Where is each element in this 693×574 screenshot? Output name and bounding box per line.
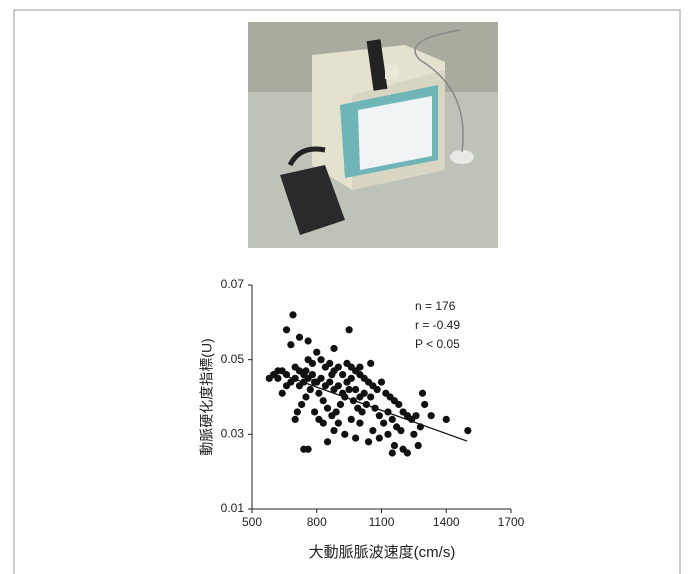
y-tick-label: 0.03 [221, 427, 245, 441]
frame [13, 9, 681, 574]
point [375, 434, 383, 442]
point [336, 400, 345, 409]
point [323, 404, 332, 412]
annotation: r = -0.49 [415, 318, 460, 332]
x-tick-label: 1100 [369, 515, 395, 529]
device-photo [248, 22, 498, 248]
point [289, 311, 297, 319]
point [369, 427, 377, 435]
point [364, 438, 373, 446]
point [291, 415, 299, 423]
point [418, 389, 427, 397]
x-tick-label: 800 [307, 515, 327, 529]
point [397, 427, 405, 435]
point [414, 441, 422, 450]
point [339, 371, 347, 379]
point [464, 427, 472, 435]
point [315, 389, 323, 397]
point [295, 333, 304, 341]
point [403, 449, 411, 457]
point [319, 419, 327, 427]
point [282, 326, 291, 334]
point [388, 415, 396, 423]
trend-line [282, 374, 468, 442]
point [395, 400, 403, 409]
x-tick-label: 1400 [433, 515, 460, 529]
point [330, 427, 338, 435]
point [306, 385, 314, 394]
point [317, 374, 325, 382]
point [352, 434, 360, 442]
point [373, 385, 381, 394]
point [304, 337, 312, 345]
point [326, 359, 334, 367]
point [360, 389, 368, 397]
point [347, 374, 355, 382]
point [442, 415, 450, 423]
annotation: P < 0.05 [415, 337, 460, 351]
point [345, 326, 353, 334]
point [421, 400, 429, 409]
point [341, 430, 349, 438]
y-tick-label: 0.07 [221, 277, 245, 291]
point [380, 419, 388, 427]
point [317, 356, 325, 364]
point [328, 371, 336, 379]
point [358, 408, 366, 416]
point [367, 359, 375, 367]
point [384, 430, 392, 438]
point [274, 374, 282, 382]
point [302, 367, 310, 375]
point [352, 385, 360, 394]
annotation: n = 176 [415, 299, 456, 313]
x-tick-label: 500 [242, 515, 262, 529]
point [287, 341, 295, 349]
point [427, 412, 435, 420]
point [308, 359, 317, 367]
point [334, 419, 342, 427]
point [347, 415, 355, 423]
point [274, 367, 282, 375]
point [293, 408, 301, 416]
point [410, 430, 418, 438]
point [356, 363, 364, 371]
point [334, 382, 342, 390]
point [310, 408, 319, 416]
point [367, 393, 375, 401]
point [356, 419, 364, 427]
point [278, 389, 286, 397]
y-tick-label: 0.01 [221, 501, 245, 515]
point [302, 393, 310, 401]
point [375, 412, 383, 420]
point [334, 363, 342, 371]
point [377, 378, 386, 386]
x-tick-label: 1700 [498, 515, 525, 529]
x-axis-label: 大動脈脈波速度(cm/s) [309, 544, 456, 561]
point [412, 412, 420, 420]
point [319, 397, 327, 405]
point [313, 348, 321, 356]
point [308, 371, 317, 379]
point [330, 344, 338, 353]
point [388, 449, 396, 457]
point [332, 408, 340, 416]
point [323, 438, 332, 446]
y-axis-label: 動脈硬化度指標(U) [199, 338, 215, 455]
point [300, 445, 308, 453]
point [298, 400, 306, 409]
point [265, 374, 273, 382]
point [390, 441, 399, 450]
point [345, 385, 353, 394]
point [326, 378, 334, 386]
y-tick-label: 0.05 [221, 352, 245, 366]
